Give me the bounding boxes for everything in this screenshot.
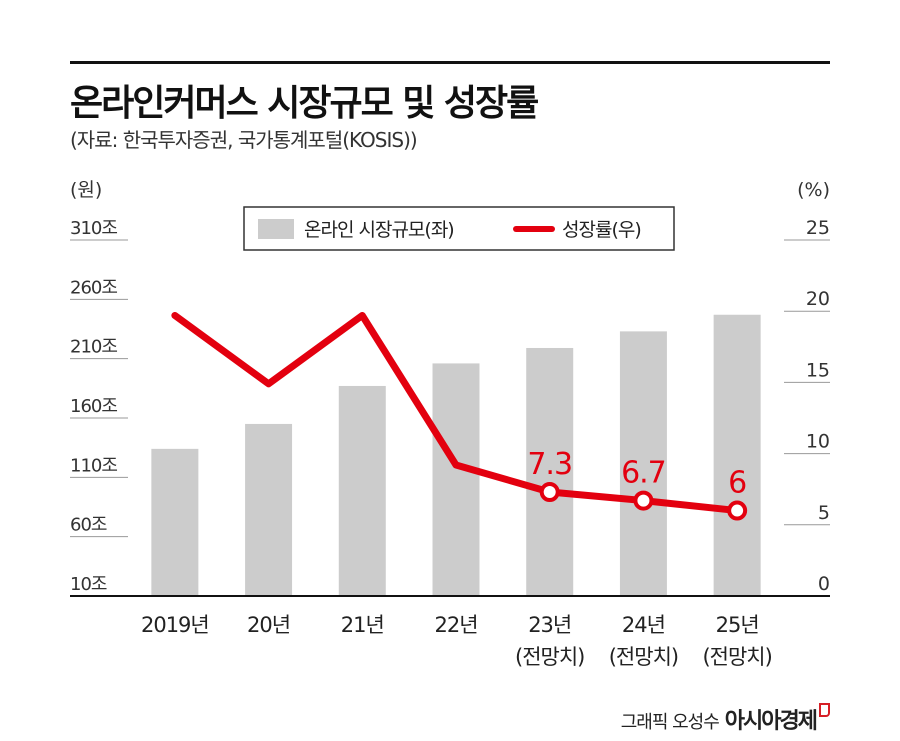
brand-logo: 아시아경제 — [724, 709, 818, 734]
bar — [338, 385, 386, 596]
bar — [619, 331, 667, 596]
left-tick-label: 260조 — [70, 277, 117, 298]
category-label: 2019년 — [141, 613, 209, 637]
legend-line-label: 성장률(우) — [562, 219, 641, 241]
left-axis-unit: (원) — [70, 179, 102, 201]
legend-bar-swatch — [258, 219, 294, 239]
credit-text: 그래픽 오성수 — [620, 712, 720, 733]
right-tick-label: 0 — [818, 573, 830, 595]
right-tick-label: 5 — [818, 502, 830, 524]
category-label: (전망치) — [702, 645, 771, 669]
growth-point — [633, 490, 654, 511]
right-axis-unit: (%) — [797, 179, 830, 201]
left-tick-label: 60조 — [70, 515, 107, 536]
chart-source: (자료: 한국투자증권, 국가통계포털(KOSIS)) — [70, 128, 418, 152]
legend-bar-label: 온라인 시장규모(좌) — [304, 219, 454, 241]
left-tick-label: 210조 — [70, 337, 117, 358]
right-tick-label: 10 — [806, 431, 830, 453]
bar — [713, 314, 761, 596]
category-label: (전망치) — [609, 645, 678, 669]
category-label: 24년 — [622, 613, 665, 637]
right-tick-label: 15 — [806, 359, 830, 381]
right-tick-label: 25 — [806, 217, 830, 239]
bar — [245, 423, 293, 596]
left-tick-label: 160조 — [70, 396, 117, 417]
bar — [151, 448, 199, 596]
right-tick-label: 20 — [806, 288, 830, 310]
category-label: (전망치) — [515, 645, 584, 669]
category-label: 20년 — [247, 613, 290, 637]
bar — [526, 347, 574, 596]
growth-point — [727, 500, 748, 521]
growth-data-label: 6 — [728, 466, 746, 501]
left-tick-label: 110조 — [70, 455, 117, 476]
left-tick-label: 10조 — [70, 574, 107, 595]
title-rule — [70, 61, 830, 64]
bar — [432, 363, 480, 596]
growth-data-label: 6.7 — [621, 456, 666, 491]
category-label: 25년 — [716, 613, 759, 637]
chart-title: 온라인커머스 시장규모 및 성장률 — [70, 83, 539, 124]
growth-point — [539, 482, 560, 503]
category-label: 23년 — [528, 613, 571, 637]
left-tick-label: 310조 — [70, 218, 117, 239]
legend-box — [243, 206, 675, 251]
category-label: 22년 — [434, 613, 477, 637]
growth-data-label: 7.3 — [527, 447, 572, 482]
category-label: 21년 — [341, 613, 384, 637]
brand-mark-icon — [819, 703, 830, 717]
graphic-credit: 그래픽 오성수 아시아경제 — [621, 703, 830, 735]
